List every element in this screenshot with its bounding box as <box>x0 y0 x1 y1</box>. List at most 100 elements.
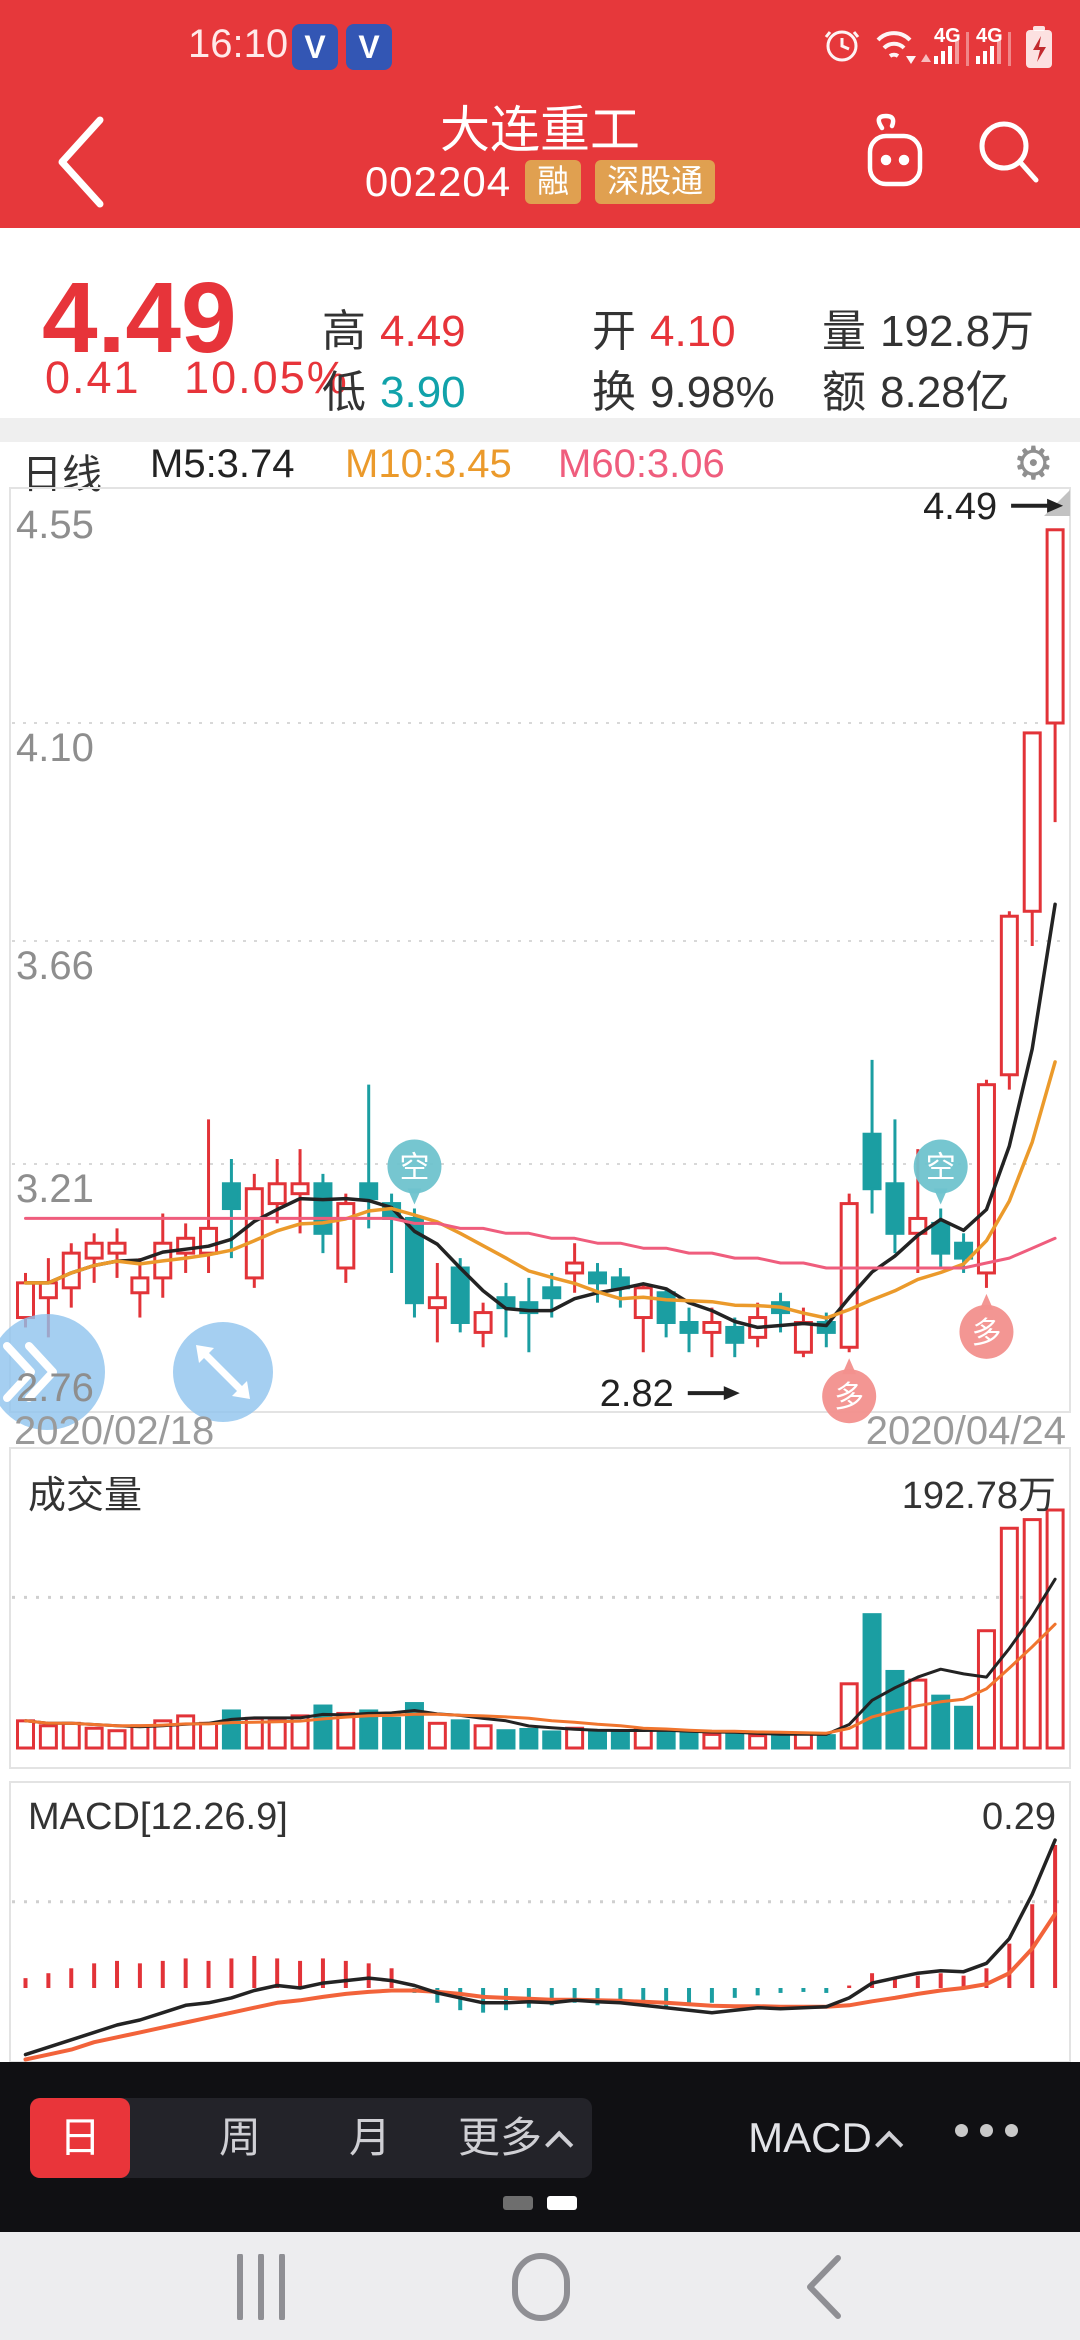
short-signal-bubble <box>387 1139 442 1205</box>
volume-bar <box>908 1678 928 1750</box>
tab-week[interactable]: 周 <box>218 2114 261 2161</box>
candle <box>862 1132 882 1191</box>
candle <box>542 1286 562 1300</box>
page-dot <box>503 2196 533 2210</box>
assistant-robot-button[interactable] <box>852 110 932 200</box>
volume-bar <box>954 1705 974 1750</box>
tab-day[interactable]: 日 <box>30 2098 130 2178</box>
volume-pane-border <box>9 1447 1071 1769</box>
candle <box>38 1281 58 1300</box>
y-axis-tick: 4.10 <box>16 726 94 770</box>
volume-bar <box>313 1704 333 1750</box>
status-icons: 4G 4G <box>824 25 1052 68</box>
candle <box>999 914 1019 1077</box>
quote-turnover: 换 9.98% <box>592 368 775 417</box>
bottom-toolbar: 日 周 月 更多 MACD <box>0 2062 1080 2232</box>
chart-legend-row: 日线 M5:3.74 M10:3.45 M60:3.06 ⚙ <box>0 436 1080 497</box>
chevron-up-icon <box>874 2130 904 2159</box>
period-label[interactable]: 日线 <box>22 453 102 497</box>
svg-text:4G: 4G <box>976 25 1003 47</box>
short-signal-bubble <box>913 1139 968 1205</box>
quote-volume: 量 192.8万 <box>822 307 1035 356</box>
candle <box>976 1083 996 1275</box>
volume-bar <box>1022 1518 1042 1750</box>
volume-bar <box>16 1719 35 1750</box>
signal-label: 多 <box>834 1381 864 1414</box>
candle <box>1022 731 1042 913</box>
last-price: 4.49 <box>42 262 237 374</box>
alarm-icon <box>824 30 860 62</box>
candle <box>84 1241 104 1260</box>
indicator-selector[interactable]: MACD <box>730 2098 920 2178</box>
volume-bar <box>771 1732 791 1750</box>
candle <box>656 1291 676 1324</box>
section-divider <box>0 418 1080 442</box>
tab-month[interactable]: 月 <box>348 2114 391 2161</box>
notification-app-icon: V <box>292 24 338 70</box>
candle <box>816 1320 836 1334</box>
volume-bar <box>176 1714 196 1750</box>
volume-bar <box>473 1724 493 1750</box>
battery-icon <box>1026 26 1052 68</box>
volume-bar <box>130 1724 150 1750</box>
candle <box>130 1276 150 1295</box>
stock-subtitle: 002204 融 深股通 <box>0 158 1080 206</box>
ma5-legend: M5:3.74 <box>150 442 295 486</box>
volume-bar <box>221 1709 241 1750</box>
more-options-button[interactable] <box>955 2124 1018 2137</box>
candle <box>267 1182 287 1206</box>
long-signal-bubble <box>959 1293 1014 1359</box>
volume-bar <box>290 1714 310 1750</box>
quote-open: 开 4.10 <box>592 307 736 356</box>
volume-bar <box>427 1721 447 1750</box>
recents-button[interactable] <box>228 2254 298 2320</box>
candle <box>244 1187 264 1280</box>
volume-bar <box>588 1729 607 1750</box>
volume-bar <box>702 1732 722 1750</box>
status-time: 16:10 <box>188 22 289 66</box>
signal-4g-icon: 4G <box>976 25 1011 66</box>
candle <box>1045 528 1065 725</box>
back-nav-button[interactable] <box>800 2254 848 2320</box>
volume-latest-value: 192.78万 <box>901 1475 1056 1517</box>
svg-text:4G: 4G <box>934 25 961 47</box>
volume-bar <box>748 1734 768 1750</box>
period-tab-group: 日 周 月 更多 <box>30 2098 592 2178</box>
ma10-legend: M10:3.45 <box>345 442 512 486</box>
volume-bar <box>1045 1508 1065 1750</box>
price-change: 0.41 10.05% <box>45 352 349 404</box>
home-button[interactable] <box>510 2252 572 2322</box>
volume-bar <box>199 1721 219 1750</box>
price-annotation: 4.49 <box>923 486 997 528</box>
tab-more[interactable]: 更多 <box>440 2098 590 2178</box>
candle <box>16 1281 35 1320</box>
candle <box>931 1221 951 1255</box>
search-button[interactable] <box>972 114 1044 194</box>
candle <box>404 1216 424 1305</box>
candle <box>336 1202 356 1270</box>
candle <box>473 1311 493 1334</box>
gear-icon[interactable]: ⚙ <box>1012 436 1054 490</box>
margin-badge: 融 <box>525 160 582 204</box>
fast-forward-overlay-button[interactable] <box>0 1314 105 1430</box>
candle <box>221 1182 241 1211</box>
candle <box>725 1325 745 1344</box>
y-axis-tick: 4.55 <box>16 503 94 547</box>
volume-bar <box>107 1729 127 1750</box>
volume-bar <box>519 1727 539 1750</box>
volume-bar <box>450 1719 470 1750</box>
expand-overlay-button[interactable] <box>173 1322 273 1422</box>
candle <box>107 1241 127 1255</box>
signal-label: 空 <box>399 1152 429 1185</box>
connect-badge: 深股通 <box>595 160 716 204</box>
candle <box>793 1320 813 1354</box>
back-button[interactable] <box>48 112 118 212</box>
signal-label: 多 <box>971 1317 1001 1350</box>
candle <box>359 1182 379 1201</box>
candle <box>702 1320 722 1334</box>
candle <box>633 1286 653 1320</box>
candle <box>839 1202 859 1349</box>
candle <box>588 1271 607 1285</box>
